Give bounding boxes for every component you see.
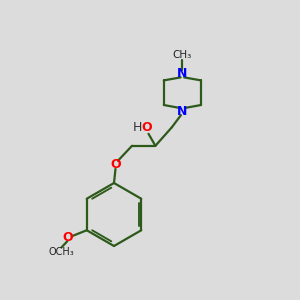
Text: N: N [177, 105, 188, 118]
Text: CH₃: CH₃ [173, 50, 192, 61]
Text: O: O [63, 231, 74, 244]
Text: OCH₃: OCH₃ [49, 247, 74, 257]
Text: H: H [133, 121, 142, 134]
Text: N: N [177, 67, 188, 80]
Text: O: O [110, 158, 121, 171]
Text: O: O [142, 121, 152, 134]
